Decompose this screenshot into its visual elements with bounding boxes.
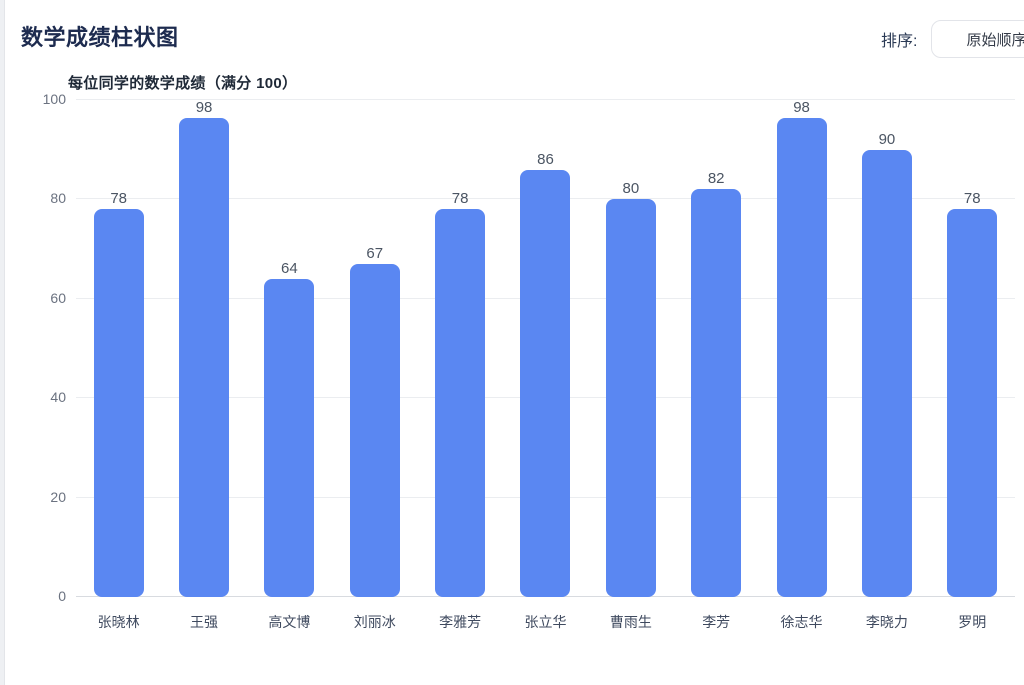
sort-control: 排序: 原始顺序 bbox=[881, 20, 1024, 58]
sort-label: 排序: bbox=[881, 33, 918, 50]
bar-column: 90 bbox=[844, 100, 929, 597]
page-title: 数学成绩柱状图 bbox=[21, 25, 179, 50]
bar-value-label: 80 bbox=[622, 180, 640, 198]
bar-value-label: 98 bbox=[195, 99, 213, 116]
bar-李雅芳[interactable] bbox=[435, 209, 486, 597]
bar-刘丽冰[interactable] bbox=[349, 264, 400, 597]
bar-column: 82 bbox=[674, 100, 759, 597]
bar-罗明[interactable] bbox=[947, 209, 998, 597]
x-tick-label: 王强 bbox=[190, 614, 219, 630]
bar-value-label: 67 bbox=[366, 245, 384, 263]
bar-张晓林[interactable] bbox=[93, 209, 144, 597]
x-tick-label: 曹雨生 bbox=[609, 614, 652, 630]
y-tick-label: 60 bbox=[50, 289, 66, 306]
bar-value-label: 90 bbox=[878, 130, 896, 148]
x-tick-label: 张晓林 bbox=[97, 614, 140, 630]
x-tick-label: 徐志华 bbox=[780, 614, 823, 630]
bar-value-label: 64 bbox=[281, 259, 298, 277]
x-tick-label: 张立华 bbox=[524, 614, 567, 630]
bar-value-label: 78 bbox=[451, 190, 469, 208]
bar-高文博[interactable] bbox=[264, 278, 315, 597]
sort-selected-option: 原始顺序 bbox=[966, 31, 1024, 49]
y-tick-label: 20 bbox=[50, 488, 66, 505]
bar-value-label: 78 bbox=[110, 190, 128, 208]
chart-card: 数学成绩柱状图 排序: 原始顺序 每位同学的数学成绩（满分 100） 0 20 40… bbox=[4, 0, 1024, 685]
gridline-100: 100 bbox=[43, 91, 1015, 107]
bar-chart-plot: 0 20 40 60 80 100 78 98 64 67 78 86 80 82 98 90 78 bbox=[43, 91, 1015, 604]
bar-value-label: 78 bbox=[963, 190, 981, 208]
y-tick-label: 0 bbox=[58, 588, 66, 604]
bar-column: 98 bbox=[759, 100, 844, 597]
sort-order-select[interactable]: 原始顺序 bbox=[931, 20, 1024, 58]
bar-column: 98 bbox=[161, 100, 246, 597]
y-tick-label: 100 bbox=[42, 91, 66, 107]
bar-曹雨生[interactable] bbox=[605, 199, 656, 597]
x-tick-label: 李晓力 bbox=[865, 614, 908, 630]
bar-value-label: 98 bbox=[793, 99, 810, 116]
x-tick-label: 刘丽冰 bbox=[353, 614, 396, 630]
bar-徐志华[interactable] bbox=[776, 118, 827, 597]
y-tick-label: 80 bbox=[50, 190, 66, 207]
x-axis-labels: 张晓林 王强 高文博 刘丽冰 李雅芳 张立华 曹雨生 李芳 徐志华 李晓力 罗明 bbox=[76, 612, 1015, 632]
bar-column: 78 bbox=[930, 100, 1015, 597]
bar-张立华[interactable] bbox=[520, 169, 571, 597]
bar-李芳[interactable] bbox=[691, 189, 742, 597]
bar-column: 64 bbox=[247, 100, 332, 597]
bar-column: 67 bbox=[332, 100, 417, 597]
bar-column: 86 bbox=[503, 100, 588, 597]
bar-李晓力[interactable] bbox=[861, 149, 912, 597]
bar-column: 80 bbox=[588, 100, 673, 597]
bar-value-label: 86 bbox=[537, 150, 554, 168]
header: 数学成绩柱状图 排序: 原始顺序 bbox=[5, 0, 1024, 68]
x-tick-label: 高文博 bbox=[268, 614, 311, 630]
bars-layer: 78 98 64 67 78 86 80 82 98 90 78 bbox=[76, 100, 1015, 597]
bar-王强[interactable] bbox=[179, 118, 230, 597]
bar-column: 78 bbox=[417, 100, 502, 597]
x-tick-label: 李雅芳 bbox=[439, 614, 482, 630]
bar-column: 78 bbox=[76, 100, 161, 597]
bar-value-label: 82 bbox=[707, 170, 725, 188]
x-tick-label: 李芳 bbox=[702, 614, 731, 630]
y-tick-label: 40 bbox=[50, 389, 66, 406]
chart-title: 每位同学的数学成绩（满分 100） bbox=[68, 75, 298, 92]
x-tick-label: 罗明 bbox=[958, 614, 987, 630]
